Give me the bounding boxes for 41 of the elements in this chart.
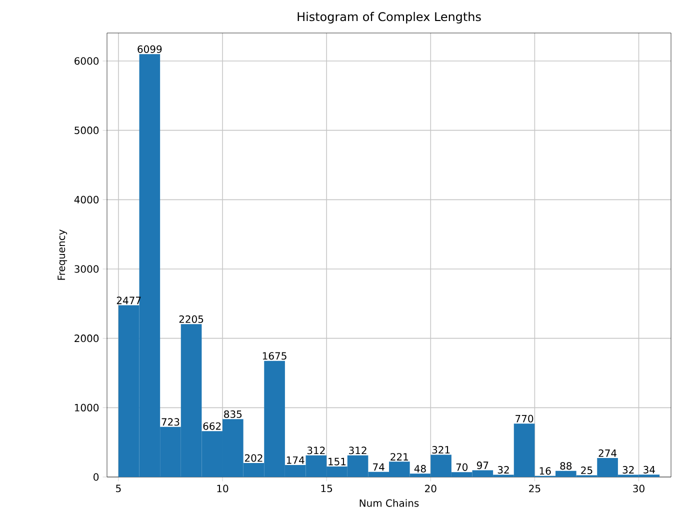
data-label: 16 [540, 467, 551, 475]
x-tick-label: 20 [425, 484, 436, 492]
x-tick-label: 15 [321, 484, 332, 492]
data-label: 74 [373, 463, 384, 471]
y-tick-label: 2000 [74, 334, 99, 342]
x-tick-label: 30 [633, 484, 644, 492]
data-label: 662 [203, 422, 221, 430]
x-tick-label: 25 [529, 484, 540, 492]
y-tick-label: 1000 [74, 404, 99, 412]
data-label: 1675 [262, 352, 286, 360]
data-label: 151 [328, 458, 346, 466]
y-tick-label: 6000 [74, 57, 99, 65]
data-label: 174 [286, 456, 304, 464]
y-tick-label: 0 [94, 473, 99, 481]
x-axis-title: Num Chains [360, 499, 419, 507]
y-axis-title: Frequency [58, 230, 68, 280]
y-tick-label: 4000 [74, 196, 99, 204]
data-label: 32 [622, 466, 634, 474]
data-label: 221 [390, 453, 408, 460]
data-label: 312 [307, 446, 325, 454]
data-label: 70 [456, 463, 468, 471]
data-label: 312 [349, 446, 366, 454]
data-label: 6099 [138, 45, 162, 53]
x-tick-label: 5 [116, 484, 121, 492]
chart-title: Histogram of Complex Lengths [298, 12, 481, 24]
data-label: 723 [162, 418, 180, 426]
data-label: 770 [516, 414, 534, 422]
data-label: 274 [598, 449, 616, 457]
y-tick-label: 5000 [74, 126, 99, 134]
data-label: 2205 [179, 315, 204, 323]
data-label: 97 [476, 462, 488, 470]
data-label: 202 [244, 454, 262, 462]
x-tick-label: 10 [217, 484, 228, 492]
data-label: 34 [644, 466, 655, 474]
data-label: 835 [224, 410, 242, 418]
y-tick-label: 3000 [74, 265, 99, 273]
data-label: 25 [581, 466, 592, 474]
data-label: 321 [432, 446, 450, 454]
data-label: 32 [498, 466, 509, 474]
data-label: 48 [414, 464, 426, 472]
data-label: 88 [560, 462, 572, 470]
